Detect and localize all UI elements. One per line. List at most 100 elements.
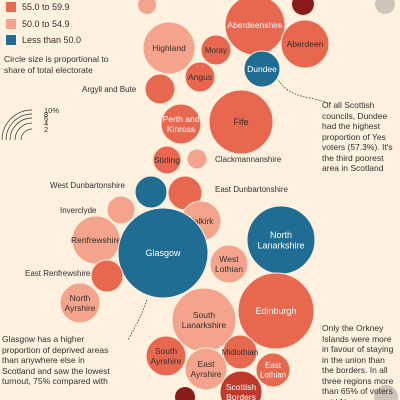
bubble-circle xyxy=(209,244,249,284)
size-scale-label: 10% xyxy=(44,106,59,115)
bubble-circle xyxy=(184,61,216,93)
bubble-label: Argyll and Bute xyxy=(82,85,137,94)
legend-label: 50.0 to 54.9 xyxy=(22,19,70,29)
bubble-circle xyxy=(219,370,263,400)
bubble-circle xyxy=(106,195,136,225)
bubble-moray: Moray xyxy=(200,34,232,66)
bubble-angus: Angus xyxy=(184,61,216,93)
bubble-scottish-borders: Scottish Borders xyxy=(219,370,263,400)
bubble-glasgow: Glasgow xyxy=(117,207,209,299)
bubble-label: East Ayrshire xyxy=(190,359,221,379)
bubble-north-ayrshire: North Ayrshire xyxy=(59,282,101,324)
bubble-circle xyxy=(160,103,202,145)
bubble-label: Inverclyde xyxy=(60,206,97,215)
bubble-circle xyxy=(145,335,187,377)
size-scale-arc xyxy=(5,113,33,141)
bubble-south-ayrshire: South Ayrshire xyxy=(145,335,187,377)
legend-swatch xyxy=(6,19,16,29)
size-scale-label: 2 xyxy=(44,125,48,134)
bubble-label: Glasgow xyxy=(145,248,181,258)
bubble-label: South Ayrshire xyxy=(150,346,181,366)
size-scale-arc xyxy=(14,122,33,141)
bubble-circle xyxy=(222,334,258,370)
bubble-label: West Lothian xyxy=(215,254,243,274)
bubble-circle xyxy=(144,73,176,105)
size-scale-label: 6 xyxy=(44,114,48,123)
bubble-circle xyxy=(243,50,281,88)
bubble-label: East Lothian xyxy=(260,361,286,379)
bubble-label: Falkirk xyxy=(188,216,214,226)
bubble-east-renfrewshire: East Renfrewshire xyxy=(25,259,124,293)
decorative-bubble xyxy=(138,0,156,14)
bubble-stirling: Stirling xyxy=(152,145,182,175)
bubble-renfrewshire: Renfrewshire xyxy=(71,215,121,265)
annotation-leader-line xyxy=(276,77,331,105)
bubble-circle xyxy=(280,19,330,69)
bubble-circle xyxy=(152,145,182,175)
legend-item: 55.0 to 59.9 xyxy=(6,2,70,12)
annotation-glasgow: Glasgow has a higher proportion of depri… xyxy=(2,334,110,386)
bubble-circle xyxy=(117,207,209,299)
legend-swatch xyxy=(6,35,16,45)
decorative-bubble xyxy=(374,385,398,400)
legend-swatch xyxy=(6,2,16,12)
bubble-label: Edinburgh xyxy=(255,306,296,316)
legend-label: 55.0 to 59.9 xyxy=(22,2,70,12)
bubble-clackmannanshire: Clackmannanshire xyxy=(186,148,282,170)
bubble-label: Fife xyxy=(233,117,248,127)
bubble-circle xyxy=(142,21,196,75)
decorative-bubble xyxy=(175,387,195,400)
legend-item: 50.0 to 54.9 xyxy=(6,19,70,29)
bubble-perth-and-kinross: Perth and Kinross xyxy=(160,103,202,145)
bubble-label: Angus xyxy=(188,72,212,82)
bubble-circle xyxy=(59,282,101,324)
bubble-north-lanarkshire: North Lanarkshire xyxy=(246,205,316,275)
bubble-circle xyxy=(200,34,232,66)
legend-label: Less than 50.0 xyxy=(22,35,82,45)
bubble-west-dunbartonshire: West Dunbartonshire xyxy=(50,175,168,209)
bubble-circle xyxy=(134,175,168,209)
bubble-label: East Dunbartonshire xyxy=(215,185,288,194)
bubble-label: Aberdeen xyxy=(287,39,324,49)
bubble-circle xyxy=(184,347,228,391)
bubble-circle xyxy=(208,89,274,155)
size-scale-label: 8 xyxy=(44,110,48,119)
bubble-edinburgh: Edinburgh xyxy=(237,272,315,350)
bubble-highland: Highland xyxy=(142,21,196,75)
bubble-dundee: Dundee xyxy=(243,50,281,88)
bubble-label: Moray xyxy=(205,46,227,55)
annotation-dundee: Of all Scottish councils, Dundee had the… xyxy=(322,100,393,173)
size-scale-arc xyxy=(20,128,33,141)
bubble-label: North Ayrshire xyxy=(64,293,95,313)
bubble-label: North Lanarkshire xyxy=(257,230,304,250)
bubble-inverclyde: Inverclyde xyxy=(60,195,136,225)
decorative-bubble xyxy=(375,0,395,14)
bubble-label: Renfrewshire xyxy=(71,235,121,245)
bubble-east-dunbartonshire: East Dunbartonshire xyxy=(167,175,288,211)
bubble-east-lothian: East Lothian xyxy=(255,352,291,388)
bubble-label: Perth and Kinross xyxy=(163,114,200,134)
bubble-label: East Renfrewshire xyxy=(25,269,91,278)
bubble-label: West Dunbartonshire xyxy=(50,181,126,190)
bubble-argyll-and-bute: Argyll and Bute xyxy=(82,73,176,105)
size-scale-arc xyxy=(9,117,33,141)
bubble-label: Clackmannanshire xyxy=(215,155,282,164)
annotation-orkney: Only the Orkney Islands were more in fav… xyxy=(322,323,394,400)
legend-item: Less than 50.0 xyxy=(6,35,81,45)
bubble-circle xyxy=(255,352,291,388)
bubble-label: Dundee xyxy=(247,64,277,74)
bubble-label: South Lanarkshire xyxy=(182,310,227,330)
size-scale-arc xyxy=(1,109,33,141)
bubble-label: Stirling xyxy=(154,155,180,165)
bubble-east-ayrshire: East Ayrshire xyxy=(184,347,228,391)
bubble-circle xyxy=(90,259,124,293)
bubble-aberdeenshire: Aberdeenshire xyxy=(224,0,286,56)
bubble-circle xyxy=(186,148,208,170)
bubble-label: Highland xyxy=(152,43,186,53)
bubble-label: Scottish Borders xyxy=(226,382,257,400)
bubble-circle xyxy=(237,272,315,350)
bubble-aberdeen: Aberdeen xyxy=(280,19,330,69)
bubble-fife: Fife xyxy=(208,89,274,155)
bubble-label: Aberdeenshire xyxy=(227,20,283,30)
size-scale-label: 4 xyxy=(44,119,48,128)
